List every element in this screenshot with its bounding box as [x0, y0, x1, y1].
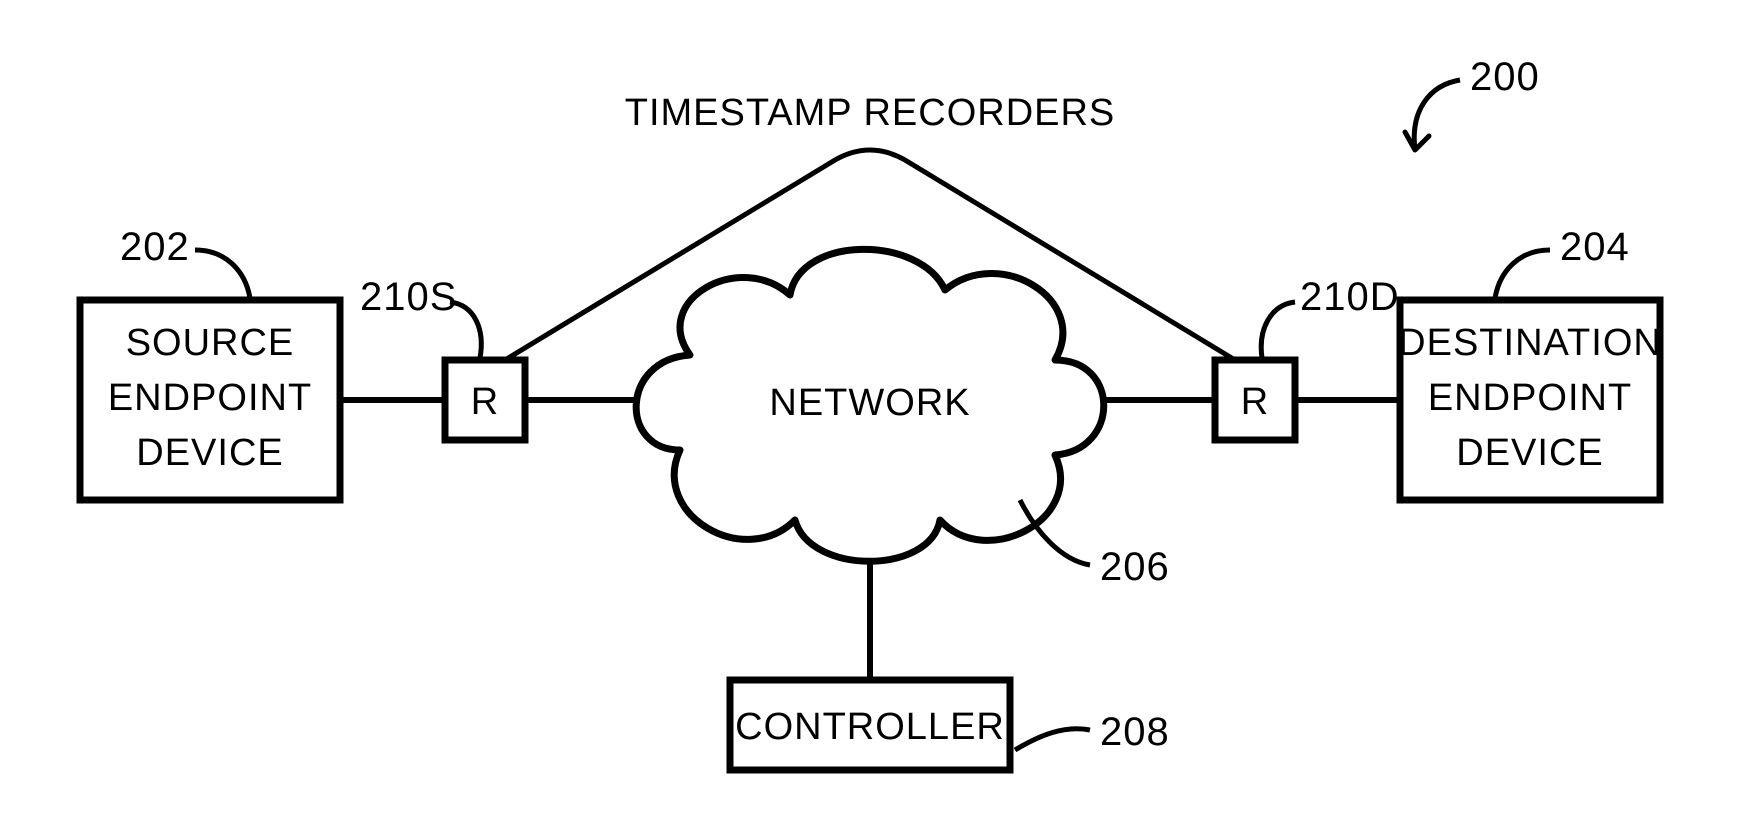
recorder-source-box: R	[445, 360, 525, 440]
controller-label: CONTROLLER	[735, 706, 1005, 748]
ref-206-text: 206	[1100, 545, 1170, 589]
ref-210d: 210D	[1261, 275, 1399, 358]
recorder-dest-box: R	[1215, 360, 1295, 440]
ref-208: 208	[1015, 710, 1170, 754]
title-timestamp-recorders: TIMESTAMP RECORDERS	[625, 92, 1116, 134]
ref-204-text: 204	[1560, 225, 1630, 269]
destination-endpoint-device: DESTINATION ENDPOINT DEVICE	[1398, 300, 1662, 500]
ref-210s: 210S	[360, 275, 481, 358]
ref-210d-text: 210D	[1300, 275, 1400, 319]
network-cloud: NETWORK	[636, 249, 1104, 561]
source-endpoint-device: SOURCE ENDPOINT DEVICE	[80, 300, 340, 500]
dest-line3: DEVICE	[1456, 432, 1603, 474]
ref-200-text: 200	[1470, 55, 1540, 99]
ref-202: 202	[120, 225, 250, 298]
recorder-s-label: R	[471, 381, 499, 423]
dest-line2: ENDPOINT	[1428, 377, 1632, 419]
source-line1: SOURCE	[126, 322, 295, 364]
ref-210s-text: 210S	[360, 275, 457, 319]
ref-200: 200	[1405, 55, 1540, 150]
network-label: NETWORK	[769, 382, 970, 424]
source-line3: DEVICE	[136, 432, 283, 474]
source-line2: ENDPOINT	[108, 377, 312, 419]
ref-204: 204	[1495, 225, 1630, 298]
recorder-d-label: R	[1241, 381, 1269, 423]
controller-box: CONTROLLER	[730, 680, 1010, 770]
dest-line1: DESTINATION	[1398, 322, 1662, 364]
ref-202-text: 202	[120, 225, 190, 269]
ref-208-text: 208	[1100, 710, 1170, 754]
diagram-canvas: SOURCE ENDPOINT DEVICE DESTINATION ENDPO…	[0, 0, 1740, 834]
